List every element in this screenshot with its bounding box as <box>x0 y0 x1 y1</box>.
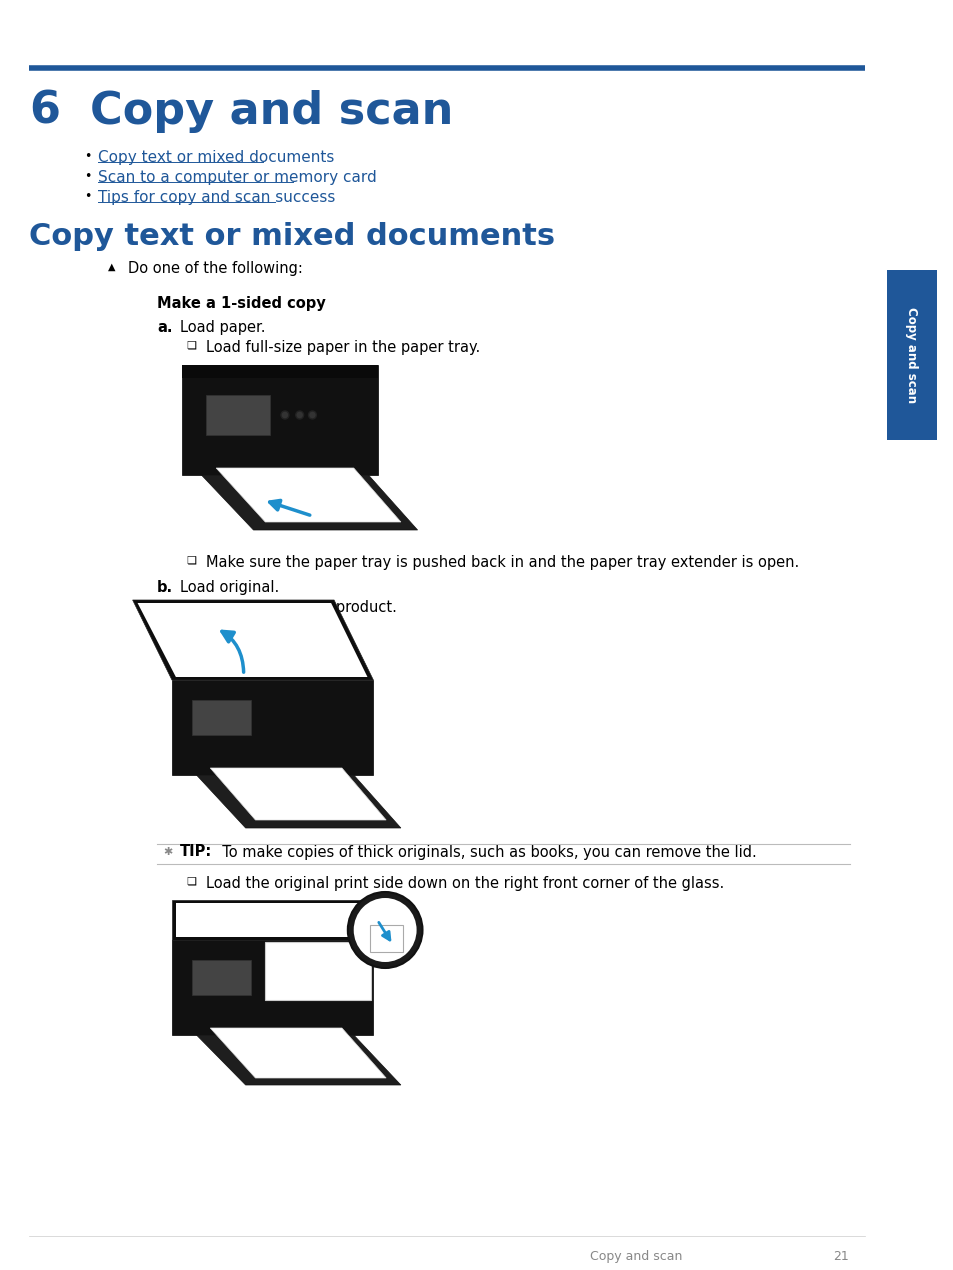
Text: 21: 21 <box>832 1250 848 1262</box>
Text: Load the original print side down on the right front corner of the glass.: Load the original print side down on the… <box>206 876 724 892</box>
Circle shape <box>354 898 416 961</box>
Polygon shape <box>370 925 402 952</box>
Text: a.: a. <box>157 320 172 335</box>
Text: Tips for copy and scan success: Tips for copy and scan success <box>98 190 335 204</box>
Polygon shape <box>192 700 251 735</box>
Polygon shape <box>196 775 400 828</box>
Text: •: • <box>85 170 91 183</box>
Text: Do one of the following:: Do one of the following: <box>128 262 302 276</box>
Text: TIP:: TIP: <box>179 845 212 860</box>
Circle shape <box>295 411 303 419</box>
Text: Load full-size paper in the paper tray.: Load full-size paper in the paper tray. <box>206 340 480 356</box>
Polygon shape <box>175 903 369 937</box>
Text: ❏: ❏ <box>187 876 196 886</box>
Text: Copy and scan: Copy and scan <box>904 307 918 403</box>
Polygon shape <box>172 940 373 1035</box>
Polygon shape <box>216 469 400 522</box>
Text: 6: 6 <box>30 90 60 133</box>
Text: Scan to a computer or memory card: Scan to a computer or memory card <box>98 170 376 185</box>
Polygon shape <box>210 768 386 820</box>
Text: Copy and scan: Copy and scan <box>589 1250 681 1262</box>
Polygon shape <box>182 364 378 475</box>
Circle shape <box>281 411 289 419</box>
Text: To make copies of thick originals, such as books, you can remove the lid.: To make copies of thick originals, such … <box>213 845 756 860</box>
Polygon shape <box>192 960 251 994</box>
Text: Copy text or mixed documents: Copy text or mixed documents <box>98 150 335 165</box>
Text: ❏: ❏ <box>187 340 196 351</box>
Text: •: • <box>85 150 91 163</box>
Polygon shape <box>265 942 371 999</box>
Text: Make a 1-sided copy: Make a 1-sided copy <box>157 296 326 311</box>
Polygon shape <box>182 364 378 378</box>
Text: Load original.: Load original. <box>179 580 279 596</box>
Polygon shape <box>196 1035 400 1085</box>
Polygon shape <box>201 475 417 530</box>
Bar <box>886 271 937 439</box>
Text: ❏: ❏ <box>187 555 196 565</box>
Text: ❏: ❏ <box>187 599 196 610</box>
Polygon shape <box>210 1027 386 1078</box>
Text: b.: b. <box>157 580 173 596</box>
Text: •: • <box>85 190 91 203</box>
Polygon shape <box>206 395 270 436</box>
Text: ▲: ▲ <box>108 262 115 272</box>
Circle shape <box>308 411 316 419</box>
Polygon shape <box>132 599 373 679</box>
Text: ✱: ✱ <box>163 847 172 857</box>
Polygon shape <box>172 679 373 775</box>
Polygon shape <box>172 900 373 940</box>
Polygon shape <box>137 603 367 677</box>
Circle shape <box>348 892 422 968</box>
Text: Load paper.: Load paper. <box>179 320 265 335</box>
Text: Copy text or mixed documents: Copy text or mixed documents <box>30 222 555 251</box>
Text: Lift the lid on the product.: Lift the lid on the product. <box>206 599 396 615</box>
Text: Make sure the paper tray is pushed back in and the paper tray extender is open.: Make sure the paper tray is pushed back … <box>206 555 799 570</box>
Text: Copy and scan: Copy and scan <box>91 90 454 133</box>
